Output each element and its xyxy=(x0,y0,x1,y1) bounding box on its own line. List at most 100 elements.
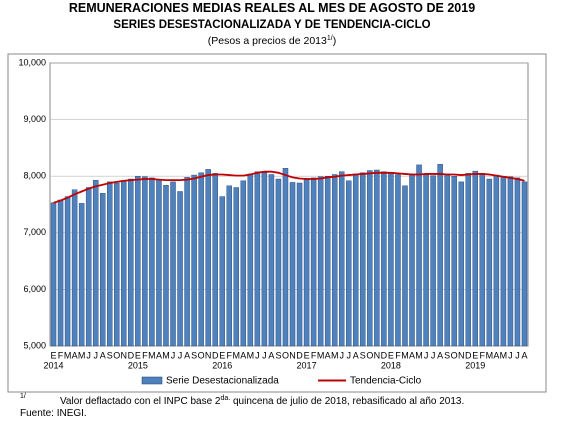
x-tick-label: F xyxy=(395,350,401,360)
x-tick-label: M xyxy=(500,350,508,360)
bar xyxy=(163,185,169,347)
x-tick-label: O xyxy=(113,350,120,360)
bar xyxy=(374,169,380,347)
source: Fuente: INEGI. xyxy=(20,408,87,419)
bar xyxy=(177,191,183,347)
x-tick-label: M xyxy=(401,350,409,360)
footnote: Valor deflactado con el INPC base 2da. q… xyxy=(60,395,464,407)
x-tick-label: J xyxy=(178,350,183,360)
bar xyxy=(324,175,331,347)
units-sup: 1/ xyxy=(327,35,333,42)
x-tick-label: N xyxy=(374,350,381,360)
x-tick-label: N xyxy=(458,350,465,360)
bar xyxy=(78,203,85,347)
bar xyxy=(353,173,359,347)
bar xyxy=(107,181,113,347)
y-tick-label: 9,000 xyxy=(23,114,46,124)
y-tick-label: 7,000 xyxy=(23,227,46,237)
x-tick-label: J xyxy=(171,350,176,360)
x-tick-label: D xyxy=(296,350,303,360)
bar xyxy=(212,173,218,347)
y-tick-label: 6,000 xyxy=(23,284,46,294)
x-tick-label: E xyxy=(472,350,478,360)
x-tick-label: J xyxy=(262,350,267,360)
bar xyxy=(64,196,71,347)
bar xyxy=(289,182,296,347)
legend-label: Tendencia-Ciclo xyxy=(350,376,422,387)
bar xyxy=(479,173,486,347)
bar xyxy=(451,175,457,347)
bar xyxy=(402,185,408,347)
x-tick-label: A xyxy=(353,350,359,360)
bar xyxy=(233,187,240,347)
x-tick-label: D xyxy=(381,350,388,360)
year-label: 2015 xyxy=(128,360,148,370)
x-tick-label: J xyxy=(431,350,436,360)
trend-line xyxy=(53,170,525,204)
bar xyxy=(184,177,190,347)
bar xyxy=(310,177,317,347)
bar xyxy=(282,168,289,347)
legend-label: Serie Desestacionalizada xyxy=(166,376,279,387)
x-tick-label: A xyxy=(156,350,162,360)
x-tick-label: F xyxy=(311,350,317,360)
x-tick-label: M xyxy=(78,350,86,360)
bar xyxy=(409,173,415,347)
year-label: 2018 xyxy=(381,360,401,370)
bar xyxy=(114,182,120,347)
bar xyxy=(57,199,64,347)
bar xyxy=(500,175,507,347)
year-label: 2014 xyxy=(43,360,63,370)
x-tick-label: E xyxy=(135,350,141,360)
x-tick-label: A xyxy=(437,350,443,360)
x-tick-label: A xyxy=(325,350,331,360)
x-tick-label: E xyxy=(304,350,310,360)
footnote-rest: quincena de julio de 2018, rebasificado … xyxy=(230,396,464,407)
x-tick-label: A xyxy=(268,350,274,360)
x-tick-label: D xyxy=(128,350,135,360)
x-tick-label: J xyxy=(86,350,91,360)
bar xyxy=(99,192,106,347)
x-tick-label: F xyxy=(227,350,233,360)
frame xyxy=(7,53,547,393)
bar xyxy=(121,180,127,347)
bar xyxy=(142,176,148,347)
x-tick-label: M xyxy=(317,350,325,360)
bar xyxy=(395,174,401,347)
x-tick-label: A xyxy=(72,350,78,360)
x-tick-label: O xyxy=(451,350,458,360)
legend-swatch-bar xyxy=(141,376,163,385)
x-tick-label: S xyxy=(275,350,281,360)
bar xyxy=(338,171,345,347)
bar xyxy=(472,170,479,347)
chart-subtitle: SERIES DESESTACIONALIZADA Y DE TENDENCIA… xyxy=(113,19,430,31)
x-tick-label: A xyxy=(100,350,106,360)
x-tick-label: N xyxy=(121,350,128,360)
bar xyxy=(346,180,352,347)
bar xyxy=(135,175,141,347)
x-tick-label: E xyxy=(219,350,225,360)
bar xyxy=(261,172,268,347)
bar xyxy=(50,202,57,347)
bar xyxy=(254,171,261,347)
bar xyxy=(331,174,338,347)
bar xyxy=(381,171,387,347)
x-tick-label: A xyxy=(493,350,499,360)
x-tick-label: D xyxy=(212,350,219,360)
bar xyxy=(430,175,436,347)
x-tick-label: A xyxy=(240,350,246,360)
units-text: (Pesos a precios de 2013 xyxy=(208,35,327,47)
bar xyxy=(268,174,275,347)
x-tick-label: A xyxy=(521,350,527,360)
units-close: ) xyxy=(333,35,337,47)
bar xyxy=(247,173,254,347)
x-tick-label: O xyxy=(282,350,289,360)
bar xyxy=(71,189,78,347)
bar xyxy=(85,187,92,347)
bar xyxy=(296,182,303,347)
bar xyxy=(360,172,366,347)
bar xyxy=(521,181,528,347)
x-tick-label: N xyxy=(205,350,212,360)
x-tick-label: J xyxy=(93,350,98,360)
x-tick-label: J xyxy=(515,350,520,360)
